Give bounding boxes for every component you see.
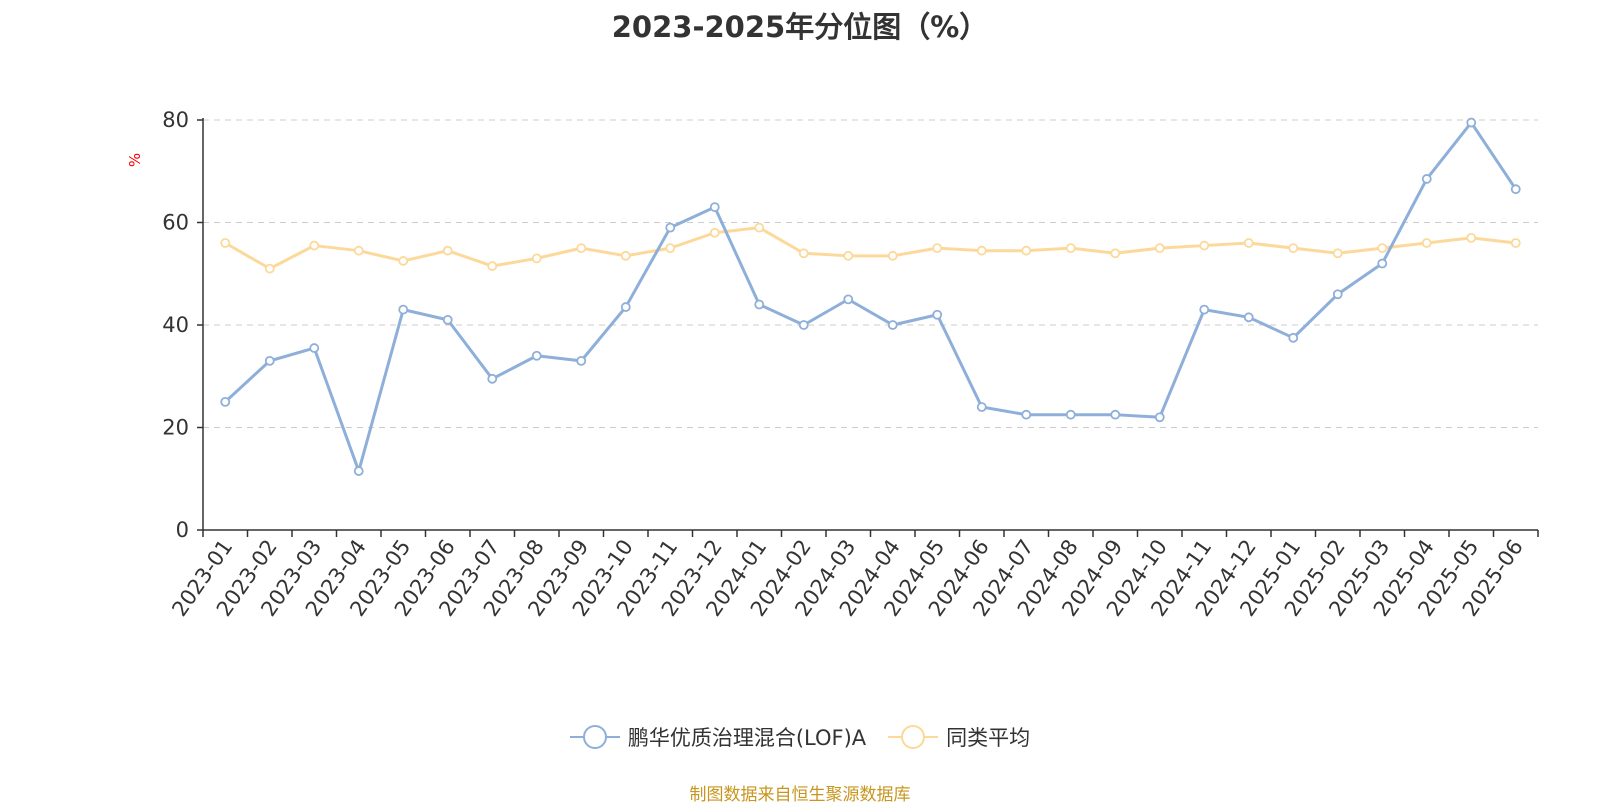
data-point-series-1 [932, 309, 943, 320]
legend: 鹏华优质治理混合(LOF)A 同类平均 [0, 720, 1600, 754]
data-point-series-1 [309, 343, 320, 353]
y-tick-label: 60 [162, 211, 189, 235]
series-line-2 [224, 226, 1516, 271]
data-point-series-2 [1110, 248, 1121, 259]
legend-label-series-2: 同类平均 [946, 726, 1031, 750]
data-point-series-1 [843, 294, 854, 305]
data-point-series-1 [754, 299, 765, 310]
data-point-series-2 [843, 250, 854, 261]
data-point-series-2 [576, 243, 587, 254]
data-point-series-1 [1332, 289, 1343, 300]
data-point-series-2 [1377, 243, 1388, 254]
series-layer [220, 117, 1521, 476]
data-point-series-1 [1421, 174, 1432, 184]
data-point-series-1 [709, 202, 720, 213]
data-point-series-1 [1243, 312, 1254, 323]
data-point-series-1 [798, 320, 809, 330]
data-point-series-2 [620, 250, 631, 261]
data-point-series-1 [665, 222, 676, 233]
data-point-series-1 [353, 466, 364, 476]
data-point-series-2 [1021, 245, 1032, 256]
data-point-series-2 [487, 261, 498, 271]
data-point-series-1 [1199, 304, 1210, 315]
y-tick-label: 0 [176, 518, 189, 542]
data-point-series-1 [531, 350, 542, 361]
y-axis-label: % [126, 153, 144, 167]
legend-marker-series-2 [888, 725, 939, 749]
data-source-note: 制图数据来自恒生聚源数据库 [689, 785, 911, 805]
y-tick-label: 40 [162, 313, 189, 337]
data-point-series-2 [1332, 248, 1343, 259]
data-point-series-2 [1199, 240, 1210, 251]
data-point-series-2 [442, 245, 453, 256]
data-point-series-2 [887, 250, 898, 261]
data-point-series-1 [976, 402, 987, 412]
y-tick-label: 80 [162, 108, 189, 132]
data-point-series-1 [620, 302, 631, 312]
data-point-series-1 [487, 373, 498, 384]
data-point-series-1 [1377, 258, 1388, 269]
data-point-series-1 [1110, 409, 1121, 420]
data-point-series-1 [1288, 332, 1299, 343]
legend-marker-series-1 [569, 725, 620, 749]
data-point-series-2 [1243, 238, 1254, 248]
data-point-series-2 [665, 243, 676, 254]
data-point-series-2 [353, 245, 364, 256]
grid-lines [203, 119, 1538, 428]
data-point-series-2 [220, 238, 231, 248]
data-point-series-2 [309, 240, 320, 251]
data-point-series-2 [1154, 243, 1165, 254]
data-point-series-2 [932, 243, 943, 254]
data-point-series-1 [576, 355, 587, 366]
data-point-series-1 [887, 320, 898, 330]
data-point-series-2 [1065, 243, 1076, 254]
data-point-series-1 [1510, 184, 1521, 195]
data-point-series-1 [398, 304, 409, 315]
legend-item-series-2[interactable]: 同类平均 [888, 722, 1030, 752]
data-point-series-1 [1065, 409, 1076, 420]
data-point-series-2 [1466, 232, 1477, 243]
y-tick-label: 20 [162, 416, 189, 440]
data-point-series-2 [798, 248, 809, 259]
data-point-series-2 [1421, 238, 1432, 248]
data-point-series-2 [1288, 243, 1299, 254]
data-point-series-2 [398, 256, 409, 266]
data-point-series-2 [976, 245, 987, 256]
data-point-series-1 [264, 355, 275, 366]
data-point-series-2 [709, 227, 720, 238]
series-line-1 [224, 121, 1517, 473]
data-point-series-1 [1154, 412, 1165, 423]
data-point-series-2 [754, 222, 765, 233]
data-point-series-1 [1466, 117, 1477, 128]
data-point-series-2 [1510, 238, 1521, 248]
chart-title: 2023-2025年分位图（%） [611, 10, 989, 44]
data-point-series-1 [1021, 409, 1032, 420]
axes: 020406080%2023-012023-022023-032023-0420… [126, 108, 1539, 621]
data-point-series-2 [264, 263, 275, 274]
data-point-series-1 [442, 314, 453, 325]
legend-item-series-1[interactable]: 鹏华优质治理混合(LOF)A [569, 722, 867, 752]
data-point-series-2 [531, 253, 542, 264]
data-point-series-1 [220, 396, 231, 407]
legend-label-series-1: 鹏华优质治理混合(LOF)A [627, 726, 867, 750]
